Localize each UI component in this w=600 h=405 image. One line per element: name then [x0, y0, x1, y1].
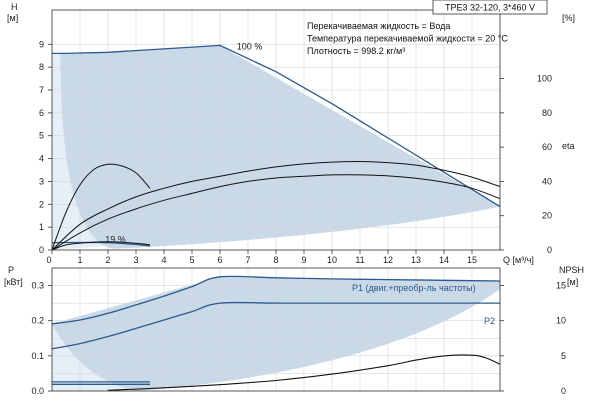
q-tick-label: 15: [467, 255, 477, 265]
npsh-tick-label: 0: [561, 386, 566, 396]
operating-area-power-light: [52, 324, 136, 391]
eta-tick-label: 40: [542, 176, 552, 186]
head-axis-label: H: [11, 2, 18, 12]
power-tick-label: 0.3: [31, 281, 44, 291]
q-tick-label: 2: [105, 255, 110, 265]
title-box: [432, 0, 548, 15]
q-tick-label: 14: [439, 255, 449, 265]
head-curve: [51, 241, 151, 247]
head-tick-label: 3: [39, 176, 44, 186]
npsh-tick-label: 15: [556, 281, 566, 291]
head-tick-label: 7: [39, 85, 44, 95]
efficiency-curve: [51, 163, 151, 251]
q-tick-label: 13: [411, 255, 421, 265]
info-line: Перекачиваемая жидкость = Вода: [307, 21, 450, 31]
eta-tick-label: 100: [537, 74, 552, 84]
power-tick-label: 0.1: [31, 351, 44, 361]
eta-tick-label: 80: [542, 108, 552, 118]
npsh-tick-label: 5: [561, 351, 566, 361]
q-tick-label: 10: [327, 255, 337, 265]
head-curve: [52, 44, 501, 208]
npsh-tick-label: 10: [556, 316, 566, 326]
p1-series-label: P1 (двиг.+преобр-ль частоты): [352, 283, 476, 293]
eta-axis-unit: [%]: [562, 13, 575, 23]
npsh-curve: [107, 354, 501, 391]
p2-series-label: P2: [484, 316, 495, 326]
power-tick-label: 0.0: [31, 386, 44, 396]
chart-title: TPE3 32-120, 3*460 V: [445, 3, 535, 13]
head-tick-label: 0: [39, 245, 44, 255]
power-tick-label: 0.2: [31, 316, 44, 326]
head-tick-label: 8: [39, 62, 44, 72]
head-tick-label: 5: [39, 131, 44, 141]
eta-tick-label: 20: [542, 211, 552, 221]
q-tick-label: 3: [133, 255, 138, 265]
efficiency-curve: [51, 241, 151, 251]
npsh-axis-label: NPSH: [559, 265, 584, 275]
eta-tick-label: 60: [542, 142, 552, 152]
power-axis-label: P: [8, 265, 14, 275]
power-curve: [51, 301, 500, 350]
efficiency-curve: [51, 174, 501, 251]
q-tick-label: 6: [217, 255, 222, 265]
q-tick-label: 5: [189, 255, 194, 265]
head-axis-unit: [м]: [7, 13, 18, 23]
q-tick-label: 11: [355, 255, 364, 265]
power-axis-unit: [кВт]: [4, 277, 23, 287]
head-tick-label: 6: [39, 108, 44, 118]
eta-tick-label: 0: [547, 245, 552, 255]
head-tick-label: 1: [39, 222, 44, 232]
npsh-axis-unit: [м]: [567, 277, 578, 287]
info-line: Температура перекачиваемой жидкости = 20…: [307, 34, 508, 44]
bottom-plot-frame: [51, 267, 501, 392]
q-tick-label: 8: [273, 255, 278, 265]
q-tick-label: 7: [245, 255, 250, 265]
info-line: Плотность = 998.2 кг/м³: [307, 46, 405, 56]
eta-axis-label: eta: [562, 141, 575, 151]
head-tick-label: 9: [39, 39, 44, 49]
q-tick-label: 12: [383, 255, 393, 265]
q-tick-label: 0: [46, 255, 51, 265]
q-tick-label: 1: [77, 255, 82, 265]
curve-annotation: 100 %: [237, 42, 263, 52]
operating-area-light: [52, 53, 114, 250]
head-tick-label: 4: [39, 154, 44, 164]
efficiency-curve: [51, 160, 501, 251]
q-axis-label: Q [м³/ч]: [503, 255, 534, 265]
operating-area-head: [60, 45, 501, 249]
head-tick-label: 2: [39, 199, 44, 209]
q-tick-label: 4: [161, 255, 166, 265]
curve-annotation: 19 %: [105, 235, 126, 245]
power-curve: [51, 275, 501, 325]
q-tick-label: 9: [301, 255, 306, 265]
